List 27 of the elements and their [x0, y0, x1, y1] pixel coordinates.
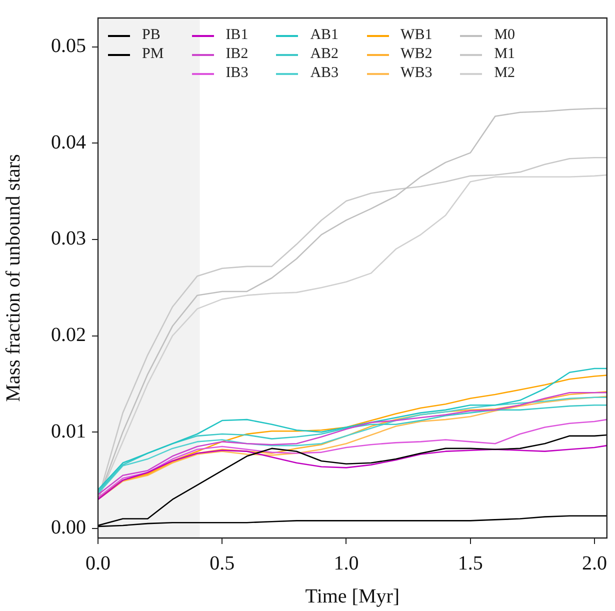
legend-label: IB2	[226, 46, 248, 63]
legend-label: WB1	[400, 27, 432, 44]
legend-label: M0	[494, 27, 516, 44]
legend-label: M2	[494, 65, 516, 82]
x-tick-label: 1.0	[334, 552, 359, 574]
x-tick-label: 2.0	[582, 552, 607, 574]
y-axis-title: Mass fraction of unbound stars	[2, 154, 24, 402]
legend-label: AB3	[310, 65, 339, 82]
legend-label: M1	[494, 46, 516, 63]
legend-label: WB3	[400, 65, 432, 82]
x-axis-title: Time [Myr]	[305, 585, 400, 608]
legend-label: IB1	[226, 27, 248, 44]
legend-label: IB3	[226, 65, 248, 82]
x-tick-label: 0.5	[210, 552, 235, 574]
x-tick-label: 0.0	[86, 552, 110, 574]
x-tick-label: 1.5	[458, 552, 483, 574]
y-tick-label: 0.01	[51, 420, 86, 442]
y-tick-label: 0.02	[51, 324, 86, 346]
legend-label: AB2	[310, 46, 339, 63]
y-tick-label: 0.05	[51, 35, 86, 58]
legend-label: WB2	[400, 46, 432, 63]
y-tick-label: 0.03	[51, 228, 86, 250]
legend-label: PB	[142, 27, 160, 44]
legend-label: AB1	[310, 27, 339, 44]
y-tick-label: 0.04	[51, 131, 86, 154]
y-tick-label: 0.00	[51, 516, 86, 539]
legend-label: PM	[142, 46, 164, 63]
